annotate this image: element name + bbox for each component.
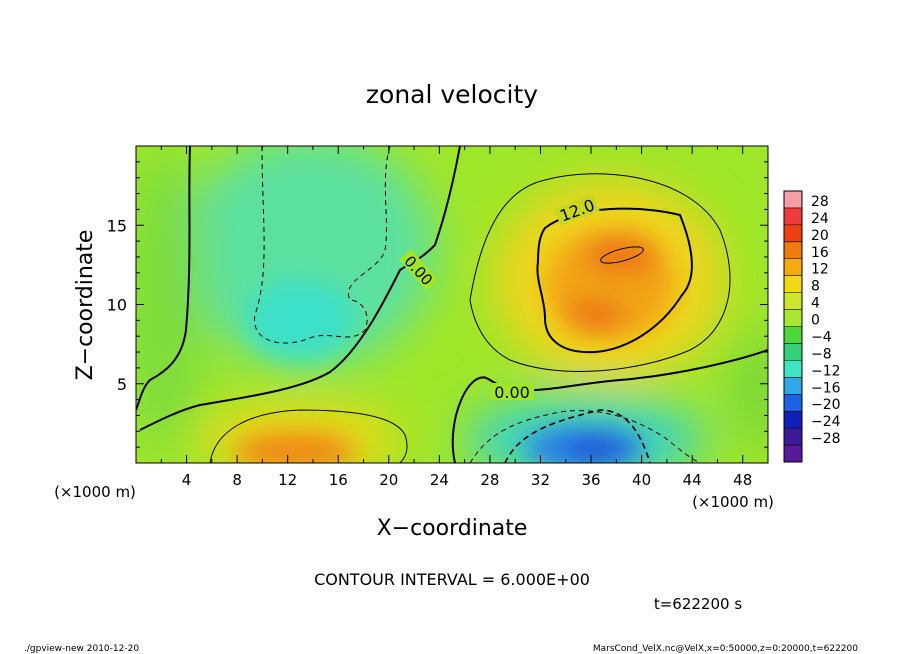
colorbar-swatch: [784, 411, 802, 429]
x-tick-label: 4: [182, 471, 192, 489]
x-tick-label: 36: [581, 471, 600, 489]
x-tick-label: 20: [379, 471, 398, 489]
contour-zero-bottom: [451, 349, 768, 463]
colorbar-label: −28: [811, 431, 841, 447]
colorbar-label: −20: [811, 397, 841, 413]
y-tick-label: 5: [117, 375, 127, 394]
colorbar-swatch: [784, 191, 802, 209]
colorbar-swatch: [784, 292, 802, 311]
y-axis-label: Z−coordinate: [73, 230, 98, 381]
x-unit-left: (×1000 m): [54, 483, 136, 501]
colorbar-swatch: [784, 207, 802, 226]
colorbar-swatch: [784, 343, 802, 361]
colorbar-label: 28: [811, 194, 829, 210]
region-upper-left-core: [245, 280, 355, 360]
x-axis-label: X−coordinate: [377, 516, 528, 541]
colorbar-label: 4: [811, 296, 820, 312]
colorbar-swatch: [784, 258, 802, 277]
footer-left: ./gpview-new 2010-12-20: [24, 644, 139, 654]
y-tick-label: 10: [107, 296, 127, 315]
colorbar-swatch: [784, 394, 802, 412]
contour-interval: CONTOUR INTERVAL = 6.000E+00: [314, 570, 590, 589]
y-tick-label: 15: [107, 216, 127, 235]
x-tick-label: 12: [278, 471, 297, 489]
chart-title: zonal velocity: [366, 80, 538, 109]
contour-minus-six-lower: [469, 410, 701, 463]
y-axis: 5 10 15: [107, 145, 768, 464]
contour-zero-center: [139, 146, 461, 431]
region-left-green: [136, 150, 205, 450]
colorbar-label: −24: [811, 414, 841, 430]
x-tick-label: 24: [430, 471, 449, 489]
colorbar-label: 24: [811, 211, 829, 227]
colorbar-swatch: [784, 275, 802, 294]
colorbar-label: −16: [811, 380, 841, 396]
colorbar-label: 12: [811, 262, 829, 278]
x-tick-label: 16: [329, 471, 348, 489]
colorbar-swatch: [784, 224, 802, 243]
x-axis: 4 8 12 16 20 24 28 32 36 40 44 48: [135, 146, 769, 489]
colorbar-swatch: [784, 377, 802, 395]
colorbar-label: 0: [811, 313, 820, 329]
x-tick-label: 8: [232, 471, 242, 489]
colorbar-swatch: [784, 326, 802, 344]
contour-minus-twelve: [504, 409, 651, 463]
colorbar-label: 20: [811, 228, 829, 244]
colorbar-swatch: [784, 309, 802, 327]
contour-eighteen: [600, 246, 644, 264]
x-tick-label: 32: [531, 471, 550, 489]
region-right-orange-core2: [565, 297, 625, 333]
colorbar-swatch: [784, 360, 802, 378]
contour-label-zero-b: 0.00: [494, 383, 530, 402]
x-tick-label: 48: [733, 471, 752, 489]
contour-six-right: [469, 173, 731, 372]
footer-right: MarsCond_VelX.nc@VelX,x=0:50000,z=0:2000…: [593, 644, 858, 654]
region-right-edge-green: [730, 330, 768, 450]
colorbar-swatch: [784, 445, 802, 463]
time-label: t=622200 s: [654, 595, 742, 613]
colorbar-label: −4: [811, 329, 832, 345]
x-tick-label: 28: [480, 471, 499, 489]
colorbar-label: 8: [811, 279, 820, 295]
colorbar-swatch: [784, 241, 802, 260]
region-bottom-right-core: [565, 438, 625, 462]
colorbar-swatch: [784, 428, 802, 446]
region-bottom-left-orange: [235, 432, 355, 463]
contour-zero-left: [136, 146, 191, 411]
colorbar-label: −8: [811, 346, 832, 362]
region-right-orange-core: [584, 233, 660, 277]
x-tick-label: 40: [632, 471, 651, 489]
heatmap-field: [136, 146, 768, 463]
contour-twelve: [536, 207, 693, 354]
x-unit-right: (×1000 m): [692, 493, 774, 511]
colorbar-label: −12: [811, 363, 841, 379]
colorbar-label: 16: [811, 245, 829, 261]
contour-six-bottom-left: [209, 409, 408, 463]
x-tick-label: 44: [683, 471, 702, 489]
